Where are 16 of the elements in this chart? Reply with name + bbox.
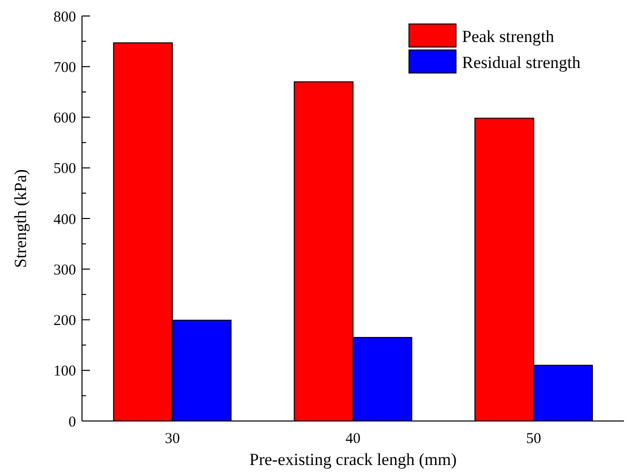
y-tick-label: 600 — [54, 110, 76, 126]
y-tick-label: 700 — [54, 60, 76, 76]
y-axis-title: Strength (kPa) — [11, 169, 30, 268]
y-tick-label: 400 — [54, 212, 76, 228]
y-tick-label: 100 — [54, 364, 76, 380]
y-tick-label: 0 — [68, 414, 76, 430]
x-tick-label: 40 — [346, 431, 360, 447]
x-axis-title: Pre-existing crack lengh (mm) — [249, 450, 457, 469]
legend-label: Peak strength — [462, 26, 555, 46]
y-tick-label: 300 — [54, 262, 76, 278]
y-tick-label: 500 — [54, 161, 76, 178]
legend-label: Residual strength — [462, 52, 582, 72]
y-tick-label: 200 — [54, 313, 76, 329]
x-tick-label: 30 — [164, 431, 180, 447]
y-tick-label: 800 — [54, 9, 76, 26]
x-tick-label: 50 — [526, 431, 542, 447]
